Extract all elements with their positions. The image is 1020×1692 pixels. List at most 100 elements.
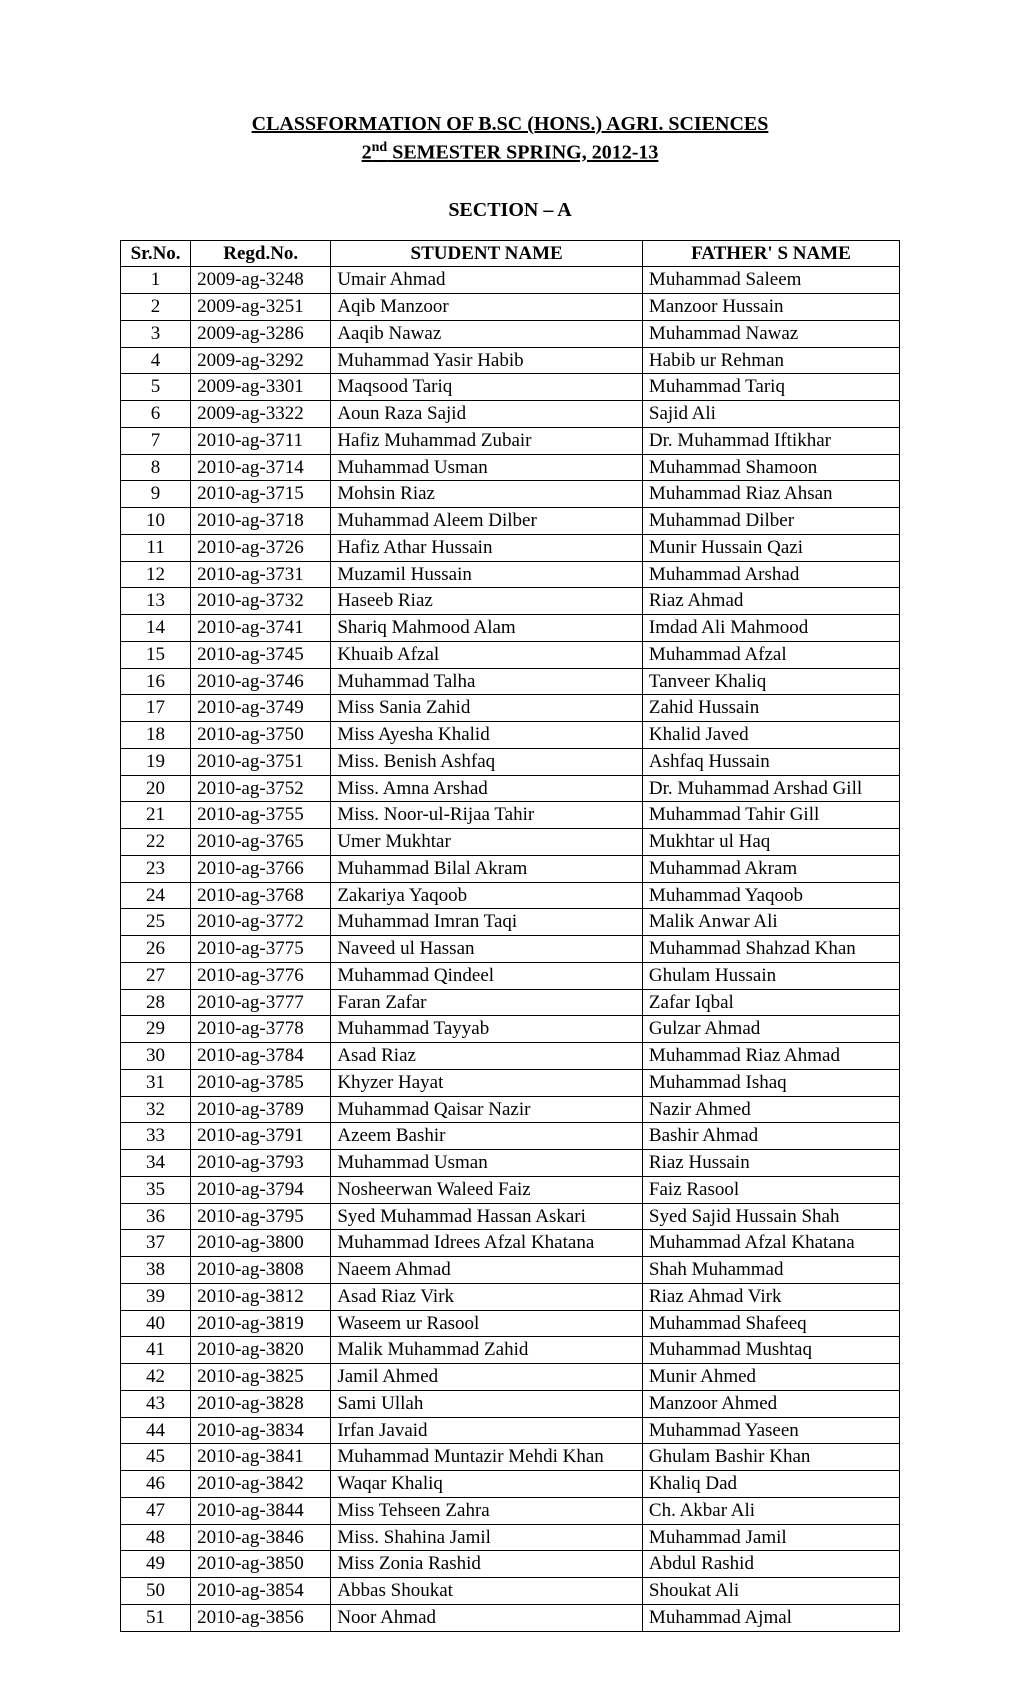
cell-father: Muhammad Riaz Ahmad — [642, 1043, 899, 1070]
table-row: 392010-ag-3812Asad Riaz VirkRiaz Ahmad V… — [121, 1283, 900, 1310]
cell-father: Mukhtar ul Haq — [642, 829, 899, 856]
cell-student: Noor Ahmad — [331, 1604, 643, 1631]
cell-student: Miss. Benish Ashfaq — [331, 748, 643, 775]
cell-father: Tanveer Khaliq — [642, 668, 899, 695]
cell-student: Muhammad Idrees Afzal Khatana — [331, 1230, 643, 1257]
table-row: 102010-ag-3718Muhammad Aleem DilberMuham… — [121, 508, 900, 535]
table-row: 32009-ag-3286Aaqib NawazMuhammad Nawaz — [121, 320, 900, 347]
cell-father: Muhammad Yaseen — [642, 1417, 899, 1444]
cell-srno: 17 — [121, 695, 191, 722]
cell-regd: 2010-ag-3785 — [191, 1069, 331, 1096]
cell-father: Sajid Ali — [642, 401, 899, 428]
cell-student: Naveed ul Hassan — [331, 936, 643, 963]
table-row: 152010-ag-3745Khuaib AfzalMuhammad Afzal — [121, 641, 900, 668]
cell-father: Imdad Ali Mahmood — [642, 615, 899, 642]
cell-student: Miss. Amna Arshad — [331, 775, 643, 802]
cell-father: Ghulam Hussain — [642, 962, 899, 989]
cell-father: Muhammad Nawaz — [642, 320, 899, 347]
cell-father: Zahid Hussain — [642, 695, 899, 722]
cell-father: Muhammad Afzal Khatana — [642, 1230, 899, 1257]
cell-student: Aaqib Nawaz — [331, 320, 643, 347]
heading-line-1: CLASSFORMATION OF B.SC (HONS.) AGRI. SCI… — [120, 110, 900, 138]
cell-regd: 2010-ag-3766 — [191, 855, 331, 882]
cell-student: Jamil Ahmed — [331, 1364, 643, 1391]
cell-regd: 2010-ag-3794 — [191, 1176, 331, 1203]
cell-student: Asad Riaz Virk — [331, 1283, 643, 1310]
cell-student: Haseeb Riaz — [331, 588, 643, 615]
table-row: 42009-ag-3292Muhammad Yasir HabibHabib u… — [121, 347, 900, 374]
cell-father: Manzoor Ahmed — [642, 1390, 899, 1417]
cell-student: Abbas Shoukat — [331, 1578, 643, 1605]
cell-regd: 2010-ag-3732 — [191, 588, 331, 615]
cell-student: Muhammad Qindeel — [331, 962, 643, 989]
cell-srno: 8 — [121, 454, 191, 481]
cell-srno: 10 — [121, 508, 191, 535]
cell-regd: 2010-ag-3778 — [191, 1016, 331, 1043]
cell-father: Muhammad Akram — [642, 855, 899, 882]
cell-father: Muhammad Afzal — [642, 641, 899, 668]
cell-student: Syed Muhammad Hassan Askari — [331, 1203, 643, 1230]
cell-student: Waseem ur Rasool — [331, 1310, 643, 1337]
cell-regd: 2010-ag-3820 — [191, 1337, 331, 1364]
cell-srno: 30 — [121, 1043, 191, 1070]
table-row: 332010-ag-3791Azeem BashirBashir Ahmad — [121, 1123, 900, 1150]
cell-student: Miss. Noor-ul-Rijaa Tahir — [331, 802, 643, 829]
cell-student: Malik Muhammad Zahid — [331, 1337, 643, 1364]
cell-regd: 2010-ag-3741 — [191, 615, 331, 642]
cell-regd: 2010-ag-3808 — [191, 1257, 331, 1284]
cell-father: Munir Ahmed — [642, 1364, 899, 1391]
cell-regd: 2010-ag-3828 — [191, 1390, 331, 1417]
table-row: 462010-ag-3842Waqar KhaliqKhaliq Dad — [121, 1471, 900, 1498]
section-label: SECTION – A — [120, 199, 900, 222]
cell-student: Muhammad Usman — [331, 1150, 643, 1177]
cell-father: Muhammad Ishaq — [642, 1069, 899, 1096]
cell-srno: 41 — [121, 1337, 191, 1364]
cell-father: Dr. Muhammad Arshad Gill — [642, 775, 899, 802]
cell-student: Faran Zafar — [331, 989, 643, 1016]
cell-father: Muhammad Yaqoob — [642, 882, 899, 909]
cell-student: Asad Riaz — [331, 1043, 643, 1070]
cell-father: Muhammad Shahzad Khan — [642, 936, 899, 963]
cell-student: Irfan Javaid — [331, 1417, 643, 1444]
cell-student: Khyzer Hayat — [331, 1069, 643, 1096]
cell-student: Miss Ayesha Khalid — [331, 722, 643, 749]
cell-regd: 2010-ag-3745 — [191, 641, 331, 668]
cell-regd: 2010-ag-3800 — [191, 1230, 331, 1257]
table-row: 482010-ag-3846Miss. Shahina JamilMuhamma… — [121, 1524, 900, 1551]
cell-regd: 2010-ag-3715 — [191, 481, 331, 508]
cell-srno: 11 — [121, 534, 191, 561]
cell-student: Nosheerwan Waleed Faiz — [331, 1176, 643, 1203]
cell-student: Muhammad Muntazir Mehdi Khan — [331, 1444, 643, 1471]
cell-student: Mohsin Riaz — [331, 481, 643, 508]
cell-regd: 2010-ag-3841 — [191, 1444, 331, 1471]
cell-father: Shoukat Ali — [642, 1578, 899, 1605]
cell-student: Muhammad Yasir Habib — [331, 347, 643, 374]
table-row: 492010-ag-3850Miss Zonia RashidAbdul Ras… — [121, 1551, 900, 1578]
cell-srno: 25 — [121, 909, 191, 936]
table-row: 422010-ag-3825Jamil AhmedMunir Ahmed — [121, 1364, 900, 1391]
table-row: 382010-ag-3808Naeem AhmadShah Muhammad — [121, 1257, 900, 1284]
cell-regd: 2010-ag-3791 — [191, 1123, 331, 1150]
cell-srno: 19 — [121, 748, 191, 775]
cell-father: Ghulam Bashir Khan — [642, 1444, 899, 1471]
table-row: 312010-ag-3785Khyzer HayatMuhammad Ishaq — [121, 1069, 900, 1096]
cell-regd: 2010-ag-3746 — [191, 668, 331, 695]
col-header-srno: Sr.No. — [121, 240, 191, 267]
cell-father: Abdul Rashid — [642, 1551, 899, 1578]
table-row: 282010-ag-3777Faran ZafarZafar Iqbal — [121, 989, 900, 1016]
cell-regd: 2009-ag-3286 — [191, 320, 331, 347]
cell-regd: 2010-ag-3812 — [191, 1283, 331, 1310]
cell-regd: 2010-ag-3775 — [191, 936, 331, 963]
cell-srno: 9 — [121, 481, 191, 508]
table-row: 92010-ag-3715Mohsin RiazMuhammad Riaz Ah… — [121, 481, 900, 508]
cell-regd: 2009-ag-3301 — [191, 374, 331, 401]
cell-regd: 2010-ag-3777 — [191, 989, 331, 1016]
table-row: 192010-ag-3751Miss. Benish AshfaqAshfaq … — [121, 748, 900, 775]
table-row: 112010-ag-3726Hafiz Athar HussainMunir H… — [121, 534, 900, 561]
cell-father: Gulzar Ahmad — [642, 1016, 899, 1043]
table-row: 182010-ag-3750Miss Ayesha KhalidKhalid J… — [121, 722, 900, 749]
cell-student: Naeem Ahmad — [331, 1257, 643, 1284]
table-row: 512010-ag-3856Noor AhmadMuhammad Ajmal — [121, 1604, 900, 1631]
cell-student: Miss Tehseen Zahra — [331, 1497, 643, 1524]
cell-srno: 38 — [121, 1257, 191, 1284]
